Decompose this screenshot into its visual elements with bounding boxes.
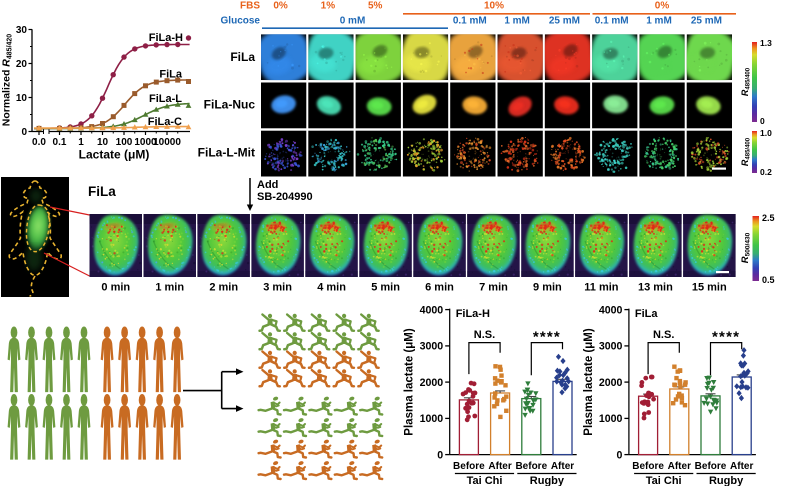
svg-text:Before: Before <box>515 461 547 472</box>
svg-text:FiLa-H: FiLa-H <box>149 32 183 44</box>
svg-text:FiLa: FiLa <box>159 69 182 81</box>
svg-text:15 min: 15 min <box>692 282 727 294</box>
svg-text:FBS: FBS <box>240 1 260 12</box>
svg-text:0: 0 <box>616 449 622 461</box>
svg-text:N.S.: N.S. <box>474 329 495 341</box>
svg-text:Add: Add <box>257 179 278 191</box>
svg-text:2.5: 2.5 <box>762 213 775 223</box>
svg-text:0: 0 <box>21 127 27 138</box>
svg-text:2000: 2000 <box>420 377 444 389</box>
svg-text:1%: 1% <box>321 1 336 12</box>
svg-text:FiLa-L: FiLa-L <box>149 93 182 105</box>
svg-text:0: 0 <box>437 449 443 461</box>
svg-text:7 min: 7 min <box>479 282 508 294</box>
svg-text:R500/430: R500/430 <box>740 232 752 263</box>
svg-text:6 min: 6 min <box>425 282 454 294</box>
svg-text:0%: 0% <box>655 1 670 12</box>
svg-text:Tai Chi: Tai Chi <box>467 475 503 486</box>
svg-text:25 mM: 25 mM <box>549 16 580 27</box>
svg-text:13 min: 13 min <box>638 282 673 294</box>
svg-text:30: 30 <box>16 25 28 36</box>
svg-text:Tai Chi: Tai Chi <box>646 475 682 486</box>
svg-text:4 min: 4 min <box>317 282 346 294</box>
svg-text:1.0: 1.0 <box>760 128 772 138</box>
svg-text:0: 0 <box>760 116 765 126</box>
svg-text:Lactate (μM): Lactate (μM) <box>79 148 150 162</box>
svg-text:2 min: 2 min <box>209 282 238 294</box>
svg-text:3 min: 3 min <box>263 282 292 294</box>
svg-text:0 mM: 0 mM <box>340 16 366 27</box>
svg-text:Plasma lactate (μM): Plasma lactate (μM) <box>583 328 595 436</box>
svg-text:0.0: 0.0 <box>32 137 46 148</box>
svg-text:0.1: 0.1 <box>53 137 67 148</box>
svg-text:20: 20 <box>16 59 28 70</box>
svg-text:FiLa-L-Mit: FiLa-L-Mit <box>198 146 255 160</box>
svg-text:1.3: 1.3 <box>760 38 772 48</box>
svg-text:****: **** <box>712 329 740 346</box>
svg-text:FiLa: FiLa <box>635 308 658 320</box>
svg-text:FiLa: FiLa <box>88 184 116 199</box>
svg-text:N.S.: N.S. <box>653 329 674 341</box>
svg-text:Plasma lactate (μM): Plasma lactate (μM) <box>404 328 416 436</box>
svg-text:1: 1 <box>78 137 84 148</box>
svg-text:Rugby: Rugby <box>530 475 565 486</box>
svg-text:5 min: 5 min <box>371 282 400 294</box>
svg-text:1 min: 1 min <box>155 282 184 294</box>
svg-text:0 min: 0 min <box>101 282 130 294</box>
svg-text:2000: 2000 <box>599 377 623 389</box>
svg-text:25 mM: 25 mM <box>691 16 722 27</box>
svg-text:10: 10 <box>97 137 109 148</box>
svg-text:9 min: 9 min <box>533 282 562 294</box>
svg-text:After: After <box>488 461 511 472</box>
svg-text:****: **** <box>533 329 561 346</box>
svg-text:After: After <box>668 461 691 472</box>
svg-text:0.2: 0.2 <box>760 167 772 177</box>
svg-text:FiLa: FiLa <box>230 50 255 64</box>
svg-text:Before: Before <box>453 461 485 472</box>
svg-text:10: 10 <box>16 93 28 104</box>
svg-text:4000: 4000 <box>420 304 444 316</box>
svg-text:11 min: 11 min <box>584 282 619 294</box>
svg-text:FiLa-C: FiLa-C <box>148 116 182 128</box>
svg-text:After: After <box>551 461 574 472</box>
svg-text:1 mM: 1 mM <box>646 16 672 27</box>
svg-text:R485/400: R485/400 <box>740 137 752 166</box>
svg-text:10%: 10% <box>484 1 504 12</box>
svg-text:Glucose: Glucose <box>221 16 261 27</box>
svg-text:100: 100 <box>116 137 133 148</box>
svg-text:1000: 1000 <box>134 137 157 148</box>
svg-text:1 mM: 1 mM <box>504 16 530 27</box>
svg-text:Before: Before <box>695 461 727 472</box>
svg-text:Rugby: Rugby <box>709 475 744 486</box>
svg-text:5%: 5% <box>368 1 383 12</box>
svg-text:After: After <box>730 461 753 472</box>
svg-text:0.1 mM: 0.1 mM <box>453 16 487 27</box>
svg-text:0.1 mM: 0.1 mM <box>595 16 629 27</box>
svg-text:R485/400: R485/400 <box>740 67 752 96</box>
svg-text:4000: 4000 <box>599 304 623 316</box>
svg-text:1000: 1000 <box>420 413 444 425</box>
svg-text:FiLa-Nuc: FiLa-Nuc <box>204 98 256 112</box>
svg-text:1000: 1000 <box>599 413 623 425</box>
svg-text:0%: 0% <box>273 1 288 12</box>
svg-text:SB-204990: SB-204990 <box>257 191 313 203</box>
svg-text:10000: 10000 <box>153 137 181 148</box>
svg-text:3000: 3000 <box>420 341 444 353</box>
svg-text:3000: 3000 <box>599 341 623 353</box>
svg-text:FiLa-H: FiLa-H <box>456 308 490 320</box>
svg-text:0.5: 0.5 <box>762 275 775 285</box>
svg-text:Before: Before <box>632 461 664 472</box>
